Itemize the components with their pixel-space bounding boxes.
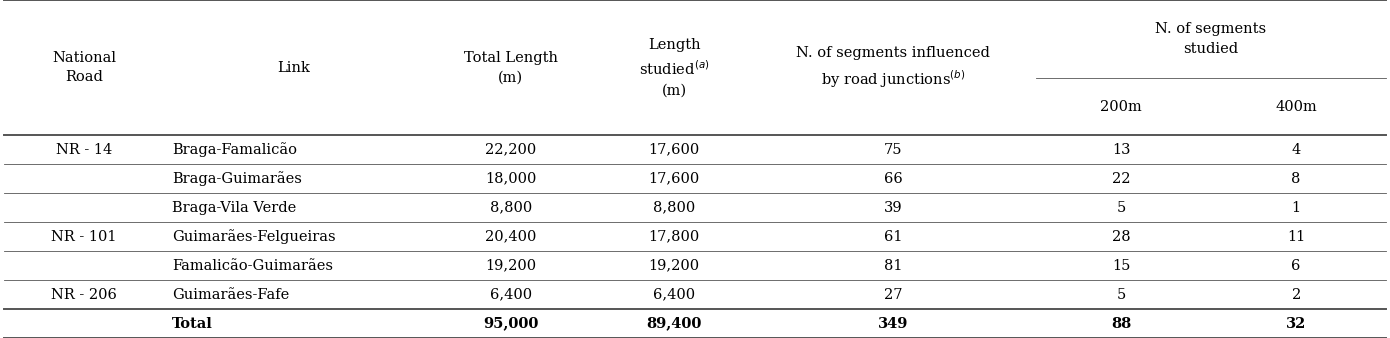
Text: 6: 6 [1291, 259, 1301, 272]
Text: 66: 66 [884, 172, 902, 186]
Text: National
Road: National Road [51, 51, 117, 84]
Text: 61: 61 [884, 230, 902, 244]
Text: 2: 2 [1291, 288, 1301, 301]
Text: 8,800: 8,800 [489, 201, 532, 215]
Text: Braga-Guimarães: Braga-Guimarães [172, 171, 302, 186]
Text: 400m: 400m [1275, 100, 1318, 114]
Text: Guimarães-Fafe: Guimarães-Fafe [172, 288, 289, 301]
Text: 6,400: 6,400 [653, 288, 695, 301]
Text: 17,600: 17,600 [649, 172, 699, 186]
Text: 200m: 200m [1099, 100, 1143, 114]
Text: 22,200: 22,200 [485, 143, 537, 157]
Text: 88: 88 [1111, 316, 1131, 331]
Text: 8,800: 8,800 [653, 201, 695, 215]
Text: 17,800: 17,800 [649, 230, 699, 244]
Text: NR - 206: NR - 206 [51, 288, 117, 301]
Text: Length
studied$^{(a)}$
(m): Length studied$^{(a)}$ (m) [639, 38, 709, 98]
Text: Famalicão-Guimarães: Famalicão-Guimarães [172, 259, 334, 272]
Text: 349: 349 [878, 316, 908, 331]
Text: NR - 14: NR - 14 [56, 143, 113, 157]
Text: 19,200: 19,200 [485, 259, 537, 272]
Text: 22: 22 [1112, 172, 1130, 186]
Text: 32: 32 [1286, 316, 1307, 331]
Text: N. of segments influenced
by road junctions$^{(b)}$: N. of segments influenced by road juncti… [796, 46, 990, 90]
Text: 27: 27 [884, 288, 902, 301]
Text: 28: 28 [1112, 230, 1130, 244]
Text: 1: 1 [1291, 201, 1301, 215]
Text: 39: 39 [884, 201, 902, 215]
Text: Link: Link [278, 61, 310, 75]
Text: 75: 75 [884, 143, 902, 157]
Text: Guimarães-Felgueiras: Guimarães-Felgueiras [172, 229, 336, 244]
Text: 13: 13 [1112, 143, 1130, 157]
Text: 4: 4 [1291, 143, 1301, 157]
Text: Total Length
(m): Total Length (m) [464, 51, 557, 84]
Text: 95,000: 95,000 [484, 316, 538, 331]
Text: 15: 15 [1112, 259, 1130, 272]
Text: 8: 8 [1291, 172, 1301, 186]
Text: 89,400: 89,400 [646, 316, 702, 331]
Text: Braga-Vila Verde: Braga-Vila Verde [172, 201, 296, 215]
Text: Braga-Famalicão: Braga-Famalicão [172, 142, 297, 157]
Text: NR - 101: NR - 101 [51, 230, 117, 244]
Text: 5: 5 [1116, 288, 1126, 301]
Text: 81: 81 [884, 259, 902, 272]
Text: 20,400: 20,400 [485, 230, 537, 244]
Text: 11: 11 [1287, 230, 1305, 244]
Text: 18,000: 18,000 [485, 172, 537, 186]
Text: 19,200: 19,200 [649, 259, 699, 272]
Text: Total: Total [172, 316, 213, 331]
Text: 17,600: 17,600 [649, 143, 699, 157]
Text: N. of segments
studied: N. of segments studied [1155, 22, 1266, 56]
Text: 6,400: 6,400 [489, 288, 532, 301]
Text: 5: 5 [1116, 201, 1126, 215]
